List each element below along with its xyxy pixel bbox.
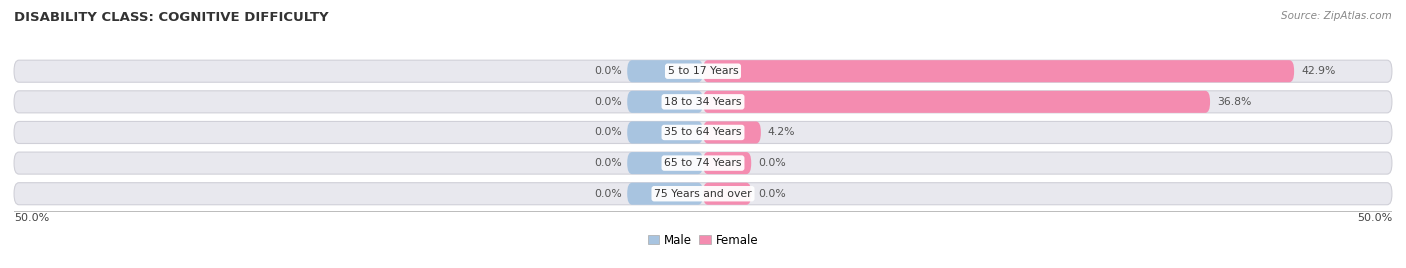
Text: 0.0%: 0.0%: [593, 97, 621, 107]
FancyBboxPatch shape: [703, 121, 761, 143]
FancyBboxPatch shape: [703, 183, 751, 205]
Legend: Male, Female: Male, Female: [643, 229, 763, 252]
FancyBboxPatch shape: [14, 91, 1392, 113]
FancyBboxPatch shape: [627, 121, 703, 143]
FancyBboxPatch shape: [703, 152, 751, 174]
FancyBboxPatch shape: [14, 152, 1392, 174]
FancyBboxPatch shape: [703, 60, 1294, 82]
Text: 42.9%: 42.9%: [1301, 66, 1336, 76]
Text: 18 to 34 Years: 18 to 34 Years: [664, 97, 742, 107]
Text: 0.0%: 0.0%: [593, 158, 621, 168]
Text: 0.0%: 0.0%: [758, 189, 786, 199]
Text: 5 to 17 Years: 5 to 17 Years: [668, 66, 738, 76]
Text: 4.2%: 4.2%: [768, 128, 796, 137]
Text: 0.0%: 0.0%: [593, 66, 621, 76]
Text: 0.0%: 0.0%: [593, 128, 621, 137]
Text: 35 to 64 Years: 35 to 64 Years: [664, 128, 742, 137]
FancyBboxPatch shape: [627, 60, 703, 82]
FancyBboxPatch shape: [14, 121, 1392, 143]
FancyBboxPatch shape: [14, 183, 1392, 205]
Text: 36.8%: 36.8%: [1218, 97, 1251, 107]
Text: 0.0%: 0.0%: [758, 158, 786, 168]
FancyBboxPatch shape: [703, 91, 1211, 113]
FancyBboxPatch shape: [627, 91, 703, 113]
Text: Source: ZipAtlas.com: Source: ZipAtlas.com: [1281, 11, 1392, 21]
Text: 50.0%: 50.0%: [1357, 213, 1392, 223]
FancyBboxPatch shape: [627, 152, 703, 174]
FancyBboxPatch shape: [627, 183, 703, 205]
FancyBboxPatch shape: [14, 60, 1392, 82]
Text: 0.0%: 0.0%: [593, 189, 621, 199]
Text: 75 Years and over: 75 Years and over: [654, 189, 752, 199]
Text: DISABILITY CLASS: COGNITIVE DIFFICULTY: DISABILITY CLASS: COGNITIVE DIFFICULTY: [14, 11, 329, 24]
Text: 50.0%: 50.0%: [14, 213, 49, 223]
Text: 65 to 74 Years: 65 to 74 Years: [664, 158, 742, 168]
